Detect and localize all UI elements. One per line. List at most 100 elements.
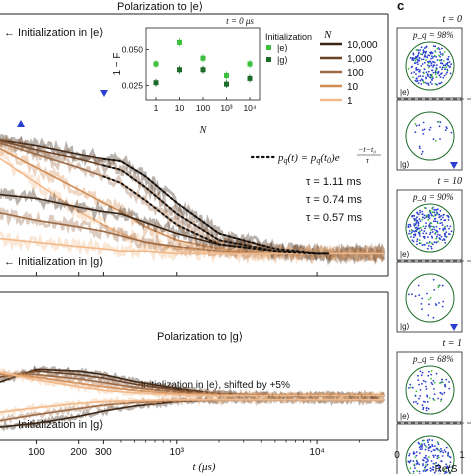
panel-c-dot xyxy=(439,51,441,54)
panel-c-dot xyxy=(415,451,418,453)
panel-c-dot xyxy=(410,72,413,75)
panel-c-dot xyxy=(427,374,430,377)
panel-c-dot xyxy=(425,216,427,219)
panel-c-dot xyxy=(422,406,425,409)
panel-c-dot xyxy=(425,406,428,409)
n-legend-label-2: 100 xyxy=(347,68,364,79)
panel-c-dot xyxy=(418,239,421,242)
panel-c-dot xyxy=(414,233,417,236)
panel-c-dot xyxy=(426,82,429,85)
panel-c-dot xyxy=(413,230,416,233)
panel-c-dot xyxy=(422,216,424,219)
panel-c-dot xyxy=(437,397,440,400)
panel-c-dot xyxy=(411,386,414,389)
panel-c-dot xyxy=(415,463,418,465)
inset-xtick-label-4: 10⁴ xyxy=(243,103,256,113)
panel-c-dot xyxy=(417,224,420,227)
panel-c-dot xyxy=(423,214,426,217)
bottom-series-group xyxy=(0,364,386,432)
panel-c-tick-1: 1 xyxy=(459,450,465,461)
panel-c-dot xyxy=(425,409,428,412)
inset-point-1-3 xyxy=(224,81,229,87)
panel-c-dot xyxy=(420,46,423,49)
panel-c-dot xyxy=(425,385,427,388)
inset-point-1-0 xyxy=(153,80,159,86)
panel-c-dot xyxy=(444,450,447,453)
panel-c-dot xyxy=(442,64,445,67)
panel-c-dot xyxy=(427,70,430,73)
panel-c-dot xyxy=(432,456,435,458)
panel-c-dot xyxy=(440,236,443,238)
panel-c-dot xyxy=(440,214,443,217)
panel-c-dot xyxy=(421,129,424,132)
bottom-init-g-label: ← Initialization in |g⟩ xyxy=(4,419,103,431)
panel-c-dot xyxy=(436,222,439,225)
inset-xtick-label-3: 10³ xyxy=(220,103,232,113)
panel-c-dot xyxy=(422,379,425,382)
panel-c: c t = 0p_q = 98%|e⟩|g⟩t = 10p_q = 90%|e⟩… xyxy=(394,0,474,474)
panel-c-dot xyxy=(413,463,416,466)
panel-c-dot xyxy=(435,67,438,69)
top-panel-title: Polarization to |e⟩ xyxy=(117,1,203,13)
panel-c-dot xyxy=(430,373,433,376)
panel-c-dot xyxy=(422,121,425,124)
decay-formula: pq(t) = pq(t0)e −t−t₀ τ xyxy=(250,145,381,165)
panel-c-dot xyxy=(423,237,426,240)
panel-c-dot xyxy=(427,407,430,410)
panel-c-dot xyxy=(431,207,434,210)
top-init-e-label: ← Initialization in |e⟩ xyxy=(4,27,103,39)
panel-c-dot xyxy=(428,233,431,236)
panel-c-dot xyxy=(437,286,440,289)
panel-c-dot xyxy=(415,454,418,457)
panel-c-dot xyxy=(441,393,444,396)
panel-c-dot xyxy=(430,64,433,67)
panel-c-dot xyxy=(414,123,417,125)
panel-c-dot xyxy=(439,138,441,140)
panel-c-dot xyxy=(415,67,418,69)
panel-c-dot xyxy=(432,215,435,218)
panel-c-dot xyxy=(425,50,428,53)
panel-c-dot xyxy=(440,460,443,462)
panel-c-dot xyxy=(409,225,412,228)
panel-c-dot xyxy=(437,284,440,287)
panel-c-dot xyxy=(417,49,420,51)
panel-c-dot xyxy=(430,222,433,225)
panel-c-dot xyxy=(420,65,423,67)
x-tick-label-2: 300 xyxy=(95,447,112,458)
panel-c-dot xyxy=(421,210,424,213)
panel-c-dot xyxy=(418,397,420,400)
panel-c-dot xyxy=(416,243,418,246)
panel-c-dot xyxy=(411,215,413,217)
inset-xlabel: N xyxy=(199,125,208,136)
inset-legend-swatch-g xyxy=(266,57,271,62)
inset-point-1-2 xyxy=(200,67,206,73)
panel-c-dot xyxy=(421,213,424,216)
panel-c-dot xyxy=(438,216,441,219)
panel-c-dot xyxy=(431,55,433,58)
panel-c-dot xyxy=(441,47,443,50)
panel-c-dot xyxy=(450,131,453,134)
x-axis: 100 200 300 10³ 10⁴ xyxy=(28,272,360,458)
inset-xtick-label-0: 1 xyxy=(154,103,159,113)
panel-c-dot xyxy=(441,378,443,381)
panel-c-dot xyxy=(442,60,445,62)
panel-c-dot xyxy=(425,225,427,228)
panel-c-dot xyxy=(420,83,423,85)
bottom-panel: Polarization to |g⟩ ← Initialization in … xyxy=(0,272,389,473)
panel-c-dot xyxy=(421,371,424,374)
panel-c-dot xyxy=(449,225,452,228)
panel-c-dot xyxy=(416,470,418,472)
panel-c-dot xyxy=(413,224,416,227)
panel-c-dot xyxy=(441,284,444,287)
panel-c-dot xyxy=(424,470,427,472)
panel-c-dot xyxy=(422,80,425,83)
panel-c-dot xyxy=(415,390,418,393)
panel-c-dot xyxy=(438,125,441,128)
panel-c-dot xyxy=(431,443,433,446)
panel-c-dot xyxy=(431,78,433,81)
panel-c-dot xyxy=(430,74,432,77)
inset-points xyxy=(153,38,253,89)
panel-c-dot xyxy=(432,278,435,281)
panel-c-dot xyxy=(433,228,436,231)
